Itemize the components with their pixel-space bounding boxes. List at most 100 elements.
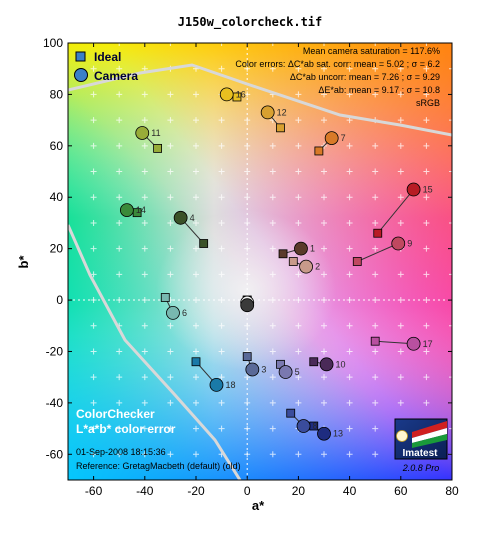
camera-marker	[406, 336, 421, 351]
grid-mark	[90, 399, 97, 406]
grid-mark	[397, 219, 404, 226]
grid-mark	[141, 117, 148, 124]
camera-marker	[135, 126, 150, 140]
grid-mark	[372, 348, 379, 355]
grid-mark	[423, 374, 430, 381]
y-tick-label: 60	[50, 139, 64, 153]
grid-mark	[218, 245, 225, 252]
grid-mark	[116, 399, 123, 406]
grid-mark	[116, 168, 123, 175]
ideal-markers	[132, 92, 383, 431]
grid-mark	[346, 322, 353, 329]
grid-mark	[167, 271, 174, 278]
grid-mark	[346, 399, 353, 406]
grid-mark	[295, 399, 302, 406]
grid-mark	[193, 142, 199, 149]
grid-mark	[397, 142, 404, 149]
legend: Ideal Camera	[74, 50, 138, 83]
grid-mark	[269, 65, 276, 72]
y-tick-label: -60	[46, 447, 64, 461]
grid-mark	[141, 168, 148, 175]
grid-mark	[218, 43, 225, 46]
grid-mark	[423, 43, 430, 46]
grid-mark	[295, 219, 302, 226]
grid-mark	[295, 168, 302, 175]
grid-mark	[321, 245, 327, 252]
grid-mark	[193, 399, 199, 406]
grid-mark	[372, 219, 379, 226]
grid-mark	[321, 43, 327, 46]
grid-mark	[397, 91, 404, 98]
grid-mark	[346, 65, 353, 72]
grid-mark	[167, 374, 174, 381]
grid-mark	[167, 142, 174, 149]
grid-mark	[90, 245, 97, 252]
grid-mark	[116, 142, 123, 149]
stats-line-3: ΔC*ab uncorr: mean = 7.26 ; σ = 9.29	[290, 72, 440, 82]
grid-mark	[218, 399, 225, 406]
ideal-marker	[153, 143, 163, 153]
y-tick-label: -20	[46, 344, 64, 358]
grid-mark	[321, 348, 327, 355]
grid-mark	[423, 91, 430, 98]
grid-mark	[321, 374, 327, 381]
grid-mark	[397, 168, 404, 175]
x-axis-ticks: -60 -40 -20 0 20 40 60 80	[85, 43, 459, 498]
ideal-marker	[370, 336, 380, 346]
patch-label: 13	[333, 429, 343, 439]
grid-mark	[321, 194, 327, 201]
camera-markers	[119, 87, 421, 441]
grid-mark	[372, 43, 379, 46]
grid-mark	[321, 322, 327, 329]
patch-label: 10	[336, 359, 346, 369]
legend-ideal-label: Ideal	[94, 50, 121, 64]
grid-mark	[295, 271, 302, 278]
grid-mark	[167, 194, 174, 201]
grid-mark	[90, 194, 97, 201]
grid-mark	[141, 219, 148, 226]
caption-subtitle: L*a*b* color error	[76, 422, 176, 436]
grid-mark	[321, 168, 327, 175]
grid-mark	[193, 117, 199, 124]
grid-mark	[116, 219, 123, 226]
y-tick-label: 0	[56, 293, 63, 307]
grid-mark	[141, 91, 148, 98]
grid-mark	[116, 271, 123, 278]
grid-mark	[346, 194, 353, 201]
grid-mark	[372, 374, 379, 381]
grid-mark	[269, 322, 276, 329]
legend-camera-swatch	[74, 68, 88, 82]
grid-mark	[218, 142, 225, 149]
grid-mark	[423, 117, 430, 124]
grid-mark	[167, 322, 174, 329]
gamut-boundary	[68, 63, 452, 137]
grid-mark	[449, 374, 452, 381]
camera-marker	[278, 365, 293, 379]
grid-mark	[269, 43, 276, 46]
grid-mark	[90, 117, 97, 124]
grid-mark	[295, 374, 302, 381]
grid-mark	[116, 374, 123, 381]
camera-marker	[119, 203, 134, 217]
ideal-marker	[352, 257, 362, 266]
grid-mark	[193, 348, 199, 355]
grid-mark	[193, 168, 199, 175]
grid-mark	[218, 194, 225, 201]
grid-mark	[167, 168, 174, 175]
grid-mark	[218, 374, 225, 381]
patch-label: 4	[190, 213, 195, 223]
grid-mark	[295, 451, 302, 458]
stats-box: Mean camera saturation = 117.6% Color er…	[235, 46, 440, 108]
grid-mark	[218, 425, 225, 432]
grid-mark	[90, 91, 97, 98]
x-tick-label: 40	[343, 484, 357, 498]
caption-date: 01-Sep-2008 18:15:36	[76, 447, 166, 457]
grid-mark	[321, 219, 327, 226]
grid-mark	[372, 65, 379, 72]
grid-mark	[218, 348, 225, 355]
grid-mark	[218, 219, 225, 226]
grid-mark	[193, 271, 199, 278]
grid-mark	[321, 117, 327, 124]
ideal-marker	[199, 239, 209, 248]
